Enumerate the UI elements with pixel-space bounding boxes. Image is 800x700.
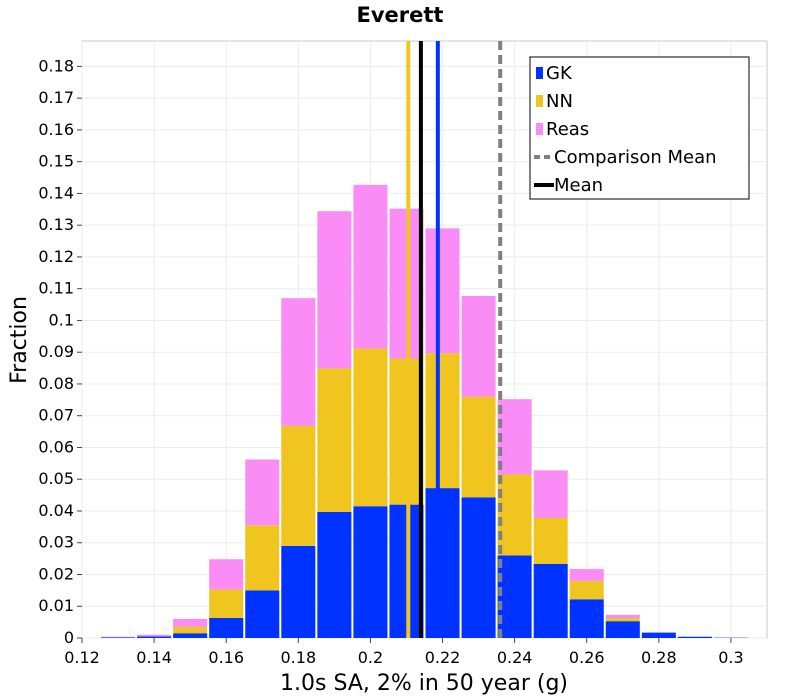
bar-gk <box>461 497 496 638</box>
bar-gk <box>569 599 604 638</box>
y-tick-label: 0.11 <box>38 279 74 298</box>
histogram-bars <box>101 184 748 638</box>
bar-nn <box>497 474 532 556</box>
legend-label-reas: Reas <box>546 119 589 140</box>
bar-nn <box>173 626 208 634</box>
bar-nn <box>605 617 640 622</box>
legend-swatch-reas <box>536 123 543 135</box>
bar-gk <box>677 636 712 638</box>
bar-reas <box>461 295 496 397</box>
y-tick-label: 0.06 <box>38 437 74 456</box>
legend-label-comparison-mean: Comparison Mean <box>554 147 717 168</box>
y-tick-label: 0.07 <box>38 406 74 425</box>
y-tick-label: 0.08 <box>38 374 74 393</box>
legend-box <box>529 56 750 200</box>
bar-gk <box>137 636 172 638</box>
y-tick-label: 0.12 <box>38 247 74 266</box>
bar-gk <box>605 621 640 638</box>
bar-gk <box>173 633 208 638</box>
mean-lines <box>406 41 503 638</box>
bar-gk <box>641 632 676 638</box>
x-tick-label: 0.18 <box>281 648 317 667</box>
x-tick-label: 0.3 <box>718 648 743 667</box>
bar-nn <box>281 425 316 546</box>
bar-reas <box>173 618 208 627</box>
y-tick-label: 0.14 <box>38 183 74 202</box>
x-tick-label: 0.22 <box>425 648 461 667</box>
bar-nn <box>425 353 460 489</box>
bar-reas <box>569 569 604 581</box>
bar-gk <box>101 637 136 638</box>
y-tick-label: 0 <box>64 628 74 647</box>
bar-nn <box>209 589 244 618</box>
legend-swatch-gk <box>536 67 543 79</box>
x-tick-label: 0.26 <box>569 648 605 667</box>
bar-nn <box>245 525 280 591</box>
bar-reas <box>245 459 280 526</box>
bar-nn <box>461 396 496 498</box>
bar-gk <box>317 511 352 638</box>
bar-nn <box>569 580 604 600</box>
bar-reas <box>137 634 172 637</box>
y-tick-label: 0.04 <box>38 501 74 520</box>
x-axis-ticks: 0.12 0.14 0.16 0.18 0.2 0.22 0.24 0.26 0.28 0.3 <box>64 638 744 667</box>
bar-nn <box>317 368 352 512</box>
y-tick-label: 0.05 <box>38 469 74 488</box>
bar-nn <box>353 348 388 507</box>
chart-title: Everett <box>357 3 444 27</box>
y-tick-label: 0.18 <box>38 56 74 75</box>
x-tick-label: 0.14 <box>136 648 172 667</box>
y-tick-label: 0.1 <box>49 310 74 329</box>
x-axis-label: 1.0s SA, 2% in 50 year (g) <box>280 671 568 696</box>
legend: GK NN Reas Comparison Mean Mean <box>529 56 750 200</box>
y-tick-label: 0.15 <box>38 152 74 171</box>
y-tick-label: 0.03 <box>38 533 74 552</box>
bar-reas <box>497 399 532 475</box>
y-tick-label: 0.17 <box>38 88 74 107</box>
bar-gk <box>209 617 244 638</box>
bar-nn <box>533 517 568 565</box>
bar-reas <box>281 298 316 426</box>
bar-gk <box>245 590 280 638</box>
y-tick-label: 0.13 <box>38 215 74 234</box>
x-tick-label: 0.16 <box>208 648 244 667</box>
bar-reas <box>605 614 640 618</box>
bar-gk <box>497 555 532 638</box>
y-tick-label: 0.02 <box>38 564 74 583</box>
legend-swatch-nn <box>536 95 543 107</box>
bar-gk <box>533 564 568 638</box>
y-axis-ticks: 0 0.01 0.02 0.03 0.04 0.05 0.06 0.07 0.08 0.09 0.1… <box>38 56 82 647</box>
bar-reas <box>209 559 244 590</box>
x-tick-label: 0.28 <box>641 648 677 667</box>
y-axis-label: Fraction <box>7 296 32 384</box>
legend-label-gk: GK <box>546 63 573 84</box>
bar-gk <box>281 545 316 638</box>
legend-label-nn: NN <box>546 91 573 112</box>
bar-reas <box>317 211 352 369</box>
bar-gk <box>353 506 388 638</box>
y-tick-label: 0.09 <box>38 342 74 361</box>
y-tick-label: 0.01 <box>38 596 74 615</box>
x-tick-label: 0.2 <box>358 648 383 667</box>
y-tick-label: 0.16 <box>38 120 74 139</box>
bar-reas <box>425 228 460 354</box>
x-tick-label: 0.12 <box>64 648 100 667</box>
bar-reas <box>533 470 568 518</box>
legend-label-mean: Mean <box>554 175 603 196</box>
x-tick-label: 0.24 <box>497 648 533 667</box>
bar-reas <box>101 636 136 638</box>
bar-reas <box>353 184 388 349</box>
bar-gk <box>425 488 460 638</box>
